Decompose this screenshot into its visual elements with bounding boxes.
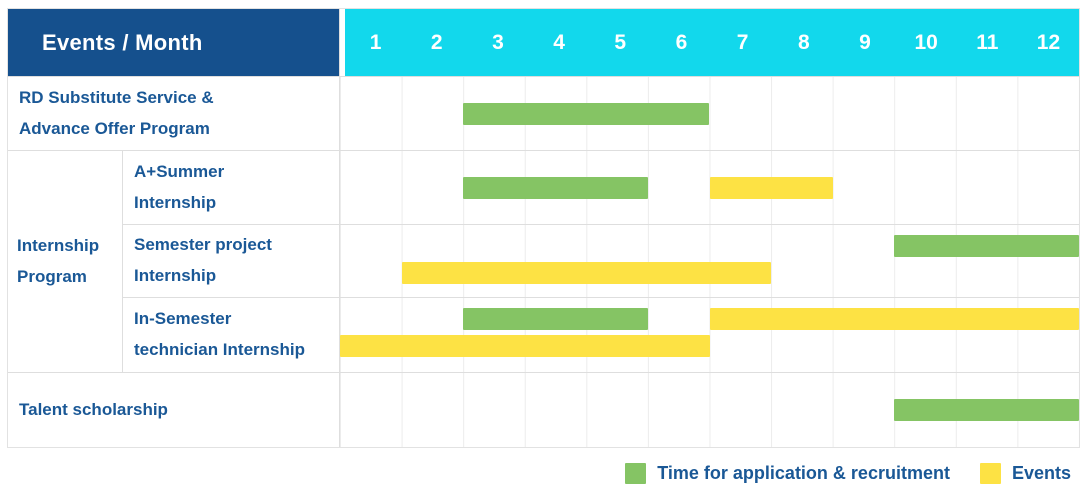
row-label: In-Semester technician Internship bbox=[123, 298, 339, 372]
label-line: Talent scholarship bbox=[19, 399, 168, 419]
row-label: A+Summer Internship bbox=[123, 151, 339, 224]
row-label: RD Substitute Service & Advance Offer Pro… bbox=[8, 77, 339, 150]
table-header-title: Events / Month bbox=[8, 9, 339, 76]
label-line: technician Internship bbox=[134, 340, 305, 359]
label-line: Program bbox=[17, 266, 87, 286]
legend-label: Events bbox=[1011, 462, 1071, 483]
green-legend-swatch bbox=[625, 462, 647, 484]
events-bar bbox=[340, 335, 710, 357]
month-header-cell: 2 bbox=[430, 30, 443, 54]
application-recruitment-bar bbox=[463, 308, 648, 330]
month-header-cell: 10 bbox=[914, 30, 938, 54]
row-timeline bbox=[340, 225, 1079, 297]
month-header-cell: 4 bbox=[553, 30, 565, 54]
label-line: RD Substitute Service & bbox=[19, 87, 214, 107]
application-recruitment-bar bbox=[463, 102, 710, 125]
events-bar bbox=[401, 262, 772, 284]
month-header-cell: 7 bbox=[736, 30, 749, 54]
row-label: Semester project Internship bbox=[123, 225, 339, 297]
row-timeline bbox=[340, 151, 1079, 224]
label-line: In-Semester bbox=[134, 309, 232, 329]
legend: Time for application & recruitment Events bbox=[625, 457, 1071, 489]
row-timeline bbox=[340, 77, 1079, 150]
row-timeline bbox=[340, 373, 1079, 447]
application-recruitment-bar bbox=[463, 176, 648, 199]
application-recruitment-bar bbox=[894, 399, 1079, 421]
row-timeline bbox=[340, 298, 1079, 372]
month-header-row: 1 2 3 4 5 6 7 8 9 10 11 12 bbox=[340, 9, 1079, 76]
events-bar bbox=[709, 308, 1079, 330]
month-header-cell: 5 bbox=[614, 30, 627, 54]
legend-item-green: Time for application & recruitment bbox=[625, 462, 950, 484]
label-line: Semester project bbox=[134, 235, 272, 255]
month-header-cell: 11 bbox=[976, 30, 999, 54]
label-line: A+Summer bbox=[134, 161, 225, 181]
label-line: Internship bbox=[17, 235, 100, 255]
legend-label: Time for application & recruitment bbox=[657, 462, 950, 483]
group-label-internship-program: Internship Program bbox=[8, 151, 122, 372]
events-month-table: Events / Month 1 2 3 4 5 6 7 8 9 10 11 12 RD Substi… bbox=[7, 8, 1080, 448]
label-line: Advance Offer Program bbox=[19, 118, 210, 138]
month-header-cell: 1 bbox=[369, 30, 382, 54]
events-bar bbox=[709, 176, 833, 199]
month-header-cell: 6 bbox=[675, 30, 688, 54]
legend-item-yellow: Events bbox=[979, 462, 1071, 484]
yellow-legend-swatch bbox=[979, 462, 1001, 484]
label-line: Internship bbox=[134, 266, 217, 285]
row-label: Talent scholarship bbox=[8, 373, 339, 447]
month-header-cell: 3 bbox=[492, 30, 504, 54]
month-header-cell: 9 bbox=[859, 30, 871, 54]
label-line: Internship bbox=[134, 192, 217, 212]
application-recruitment-bar bbox=[894, 235, 1079, 257]
month-header-cell: 12 bbox=[1036, 30, 1061, 54]
month-header-cell: 8 bbox=[797, 30, 810, 54]
